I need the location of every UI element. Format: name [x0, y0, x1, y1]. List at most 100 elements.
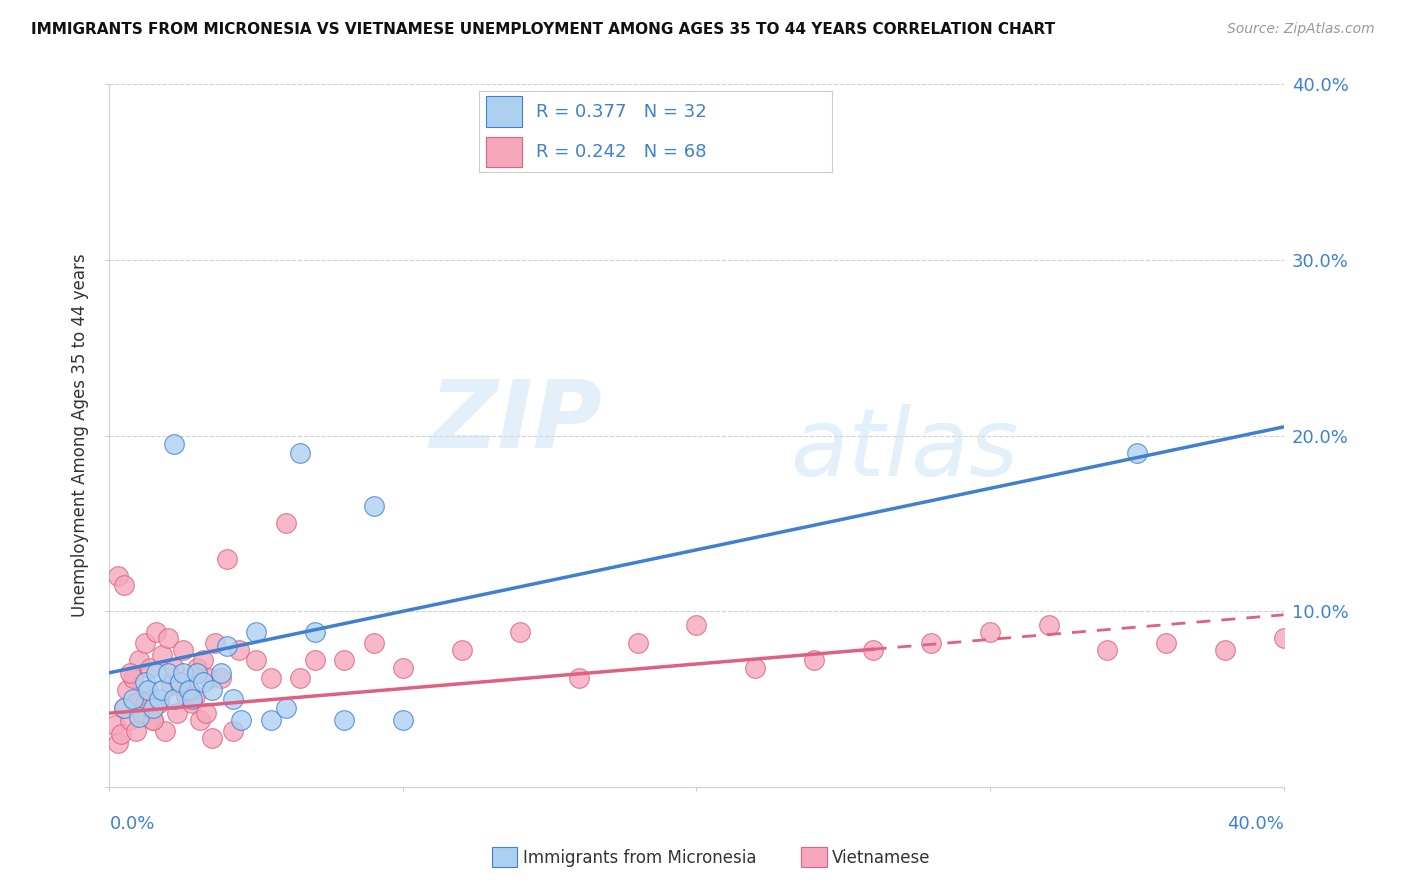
Point [274, 516, 297, 531]
Point [290, 671, 312, 685]
Point [148, 692, 170, 706]
Point [128, 709, 150, 723]
Text: ZIP: ZIP [430, 376, 603, 467]
Point [163, 660, 186, 674]
Point [450, 643, 472, 657]
Point [920, 636, 942, 650]
Point [163, 692, 186, 706]
Point [221, 723, 243, 738]
Point [104, 718, 127, 732]
Point [131, 706, 153, 721]
Point [142, 713, 165, 727]
Point [112, 578, 135, 592]
Point [134, 696, 156, 710]
Text: atlas: atlas [790, 404, 1019, 495]
Point [204, 636, 226, 650]
Point [803, 653, 825, 667]
Point [121, 692, 143, 706]
Point [177, 671, 200, 685]
Text: Immigrants from Micronesia: Immigrants from Micronesia [523, 849, 756, 867]
Point [228, 643, 250, 657]
Point [979, 625, 1001, 640]
Point [180, 692, 202, 706]
Point [862, 643, 884, 657]
Point [231, 713, 253, 727]
Point [1097, 643, 1119, 657]
Point [153, 723, 176, 738]
Point [290, 446, 312, 460]
Point [150, 683, 173, 698]
Point [201, 683, 224, 698]
Point [304, 653, 326, 667]
Text: 0.0%: 0.0% [110, 815, 155, 833]
Point [201, 731, 224, 745]
Point [221, 692, 243, 706]
Point [157, 631, 180, 645]
Text: IMMIGRANTS FROM MICRONESIA VS VIETNAMESE UNEMPLOYMENT AMONG AGES 35 TO 44 YEARS : IMMIGRANTS FROM MICRONESIA VS VIETNAMESE… [31, 22, 1054, 37]
Point [333, 713, 356, 727]
Point [186, 660, 208, 674]
Point [112, 701, 135, 715]
Point [172, 665, 194, 680]
Point [193, 674, 215, 689]
Point [145, 625, 167, 640]
Point [128, 653, 150, 667]
Point [160, 678, 183, 692]
Text: Source: ZipAtlas.com: Source: ZipAtlas.com [1227, 22, 1375, 37]
Point [274, 701, 297, 715]
Point [107, 569, 129, 583]
Point [193, 653, 215, 667]
Point [1154, 636, 1177, 650]
Point [177, 683, 200, 698]
Point [172, 643, 194, 657]
Point [121, 671, 143, 685]
Point [1272, 631, 1295, 645]
Point [134, 636, 156, 650]
Point [166, 706, 188, 721]
Point [245, 625, 267, 640]
Point [112, 701, 135, 715]
Point [509, 625, 531, 640]
Point [142, 701, 165, 715]
Point [363, 636, 385, 650]
Point [115, 683, 138, 698]
Point [118, 713, 141, 727]
Point [142, 713, 165, 727]
Point [150, 648, 173, 663]
Point [134, 674, 156, 689]
Point [163, 437, 186, 451]
Point [627, 636, 650, 650]
Point [198, 671, 221, 685]
Point [174, 689, 197, 703]
Point [744, 660, 766, 674]
Point [215, 551, 238, 566]
Point [148, 696, 170, 710]
Point [107, 736, 129, 750]
Point [110, 727, 132, 741]
Point [169, 678, 191, 692]
Point [685, 618, 707, 632]
Point [195, 706, 218, 721]
Point [333, 653, 356, 667]
Point [125, 696, 148, 710]
Point [145, 665, 167, 680]
Point [183, 689, 205, 703]
Point [363, 499, 385, 513]
Point [136, 689, 159, 703]
Point [180, 696, 202, 710]
Point [1126, 446, 1149, 460]
Point [190, 713, 212, 727]
Point [392, 660, 415, 674]
Point [215, 640, 238, 654]
Point [139, 660, 162, 674]
Point [392, 713, 415, 727]
Point [186, 665, 208, 680]
Point [260, 671, 283, 685]
Point [245, 653, 267, 667]
Point [209, 671, 232, 685]
Point [568, 671, 591, 685]
Point [304, 625, 326, 640]
Point [1213, 643, 1236, 657]
Point [169, 674, 191, 689]
Point [260, 713, 283, 727]
